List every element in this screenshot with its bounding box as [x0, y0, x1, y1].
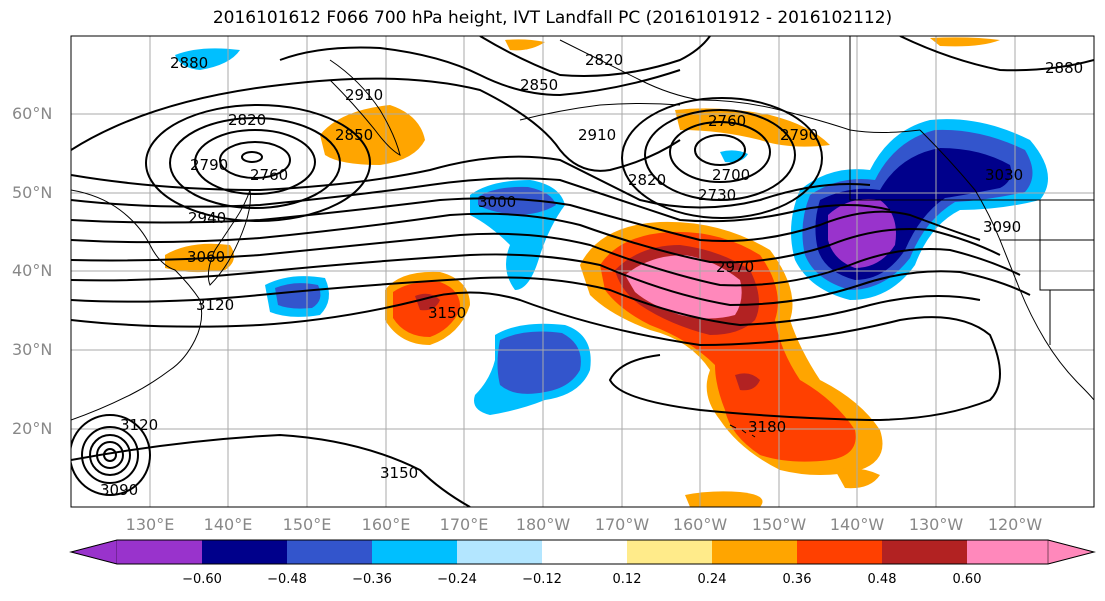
map-title: 2016101612 F066 700 hPa height, IVT Land…	[212, 8, 893, 28]
lon-label: 140°W	[829, 515, 885, 534]
colorbar-tick-label: −0.48	[267, 572, 307, 587]
lon-label: 170°E	[439, 515, 489, 534]
us-state-borders	[1000, 200, 1094, 345]
lat-label: 40°N	[12, 261, 53, 280]
ivt-positive-region	[930, 37, 1000, 47]
colorbar-tick-label: −0.36	[352, 572, 392, 587]
ivt-positive-region	[415, 293, 440, 311]
contour-label: 2820	[585, 51, 623, 69]
contour-label: 2850	[520, 76, 558, 94]
colorbar	[69, 539, 1096, 565]
ivt-positive-region	[685, 491, 763, 507]
lat-label: 30°N	[12, 340, 53, 359]
colorbar-extend-high	[1047, 539, 1095, 565]
colorbar-tick-label: 0.12	[612, 572, 642, 587]
contour-label: 2760	[250, 166, 288, 184]
kamchatka-coastline	[329, 59, 401, 156]
colorbar-segment	[117, 540, 202, 564]
lon-label: 160°W	[672, 515, 728, 534]
colorbar-segment	[967, 540, 1048, 564]
ivt-negative-region	[497, 331, 581, 394]
contour-label: 3090	[100, 481, 138, 499]
colorbar-segment	[627, 540, 712, 564]
colorbar-segment	[542, 540, 627, 564]
contour-label: 3180	[748, 418, 786, 436]
lon-label: 180°W	[515, 515, 571, 534]
colorbar-tick-label: 0.48	[867, 572, 897, 587]
contour-label-group: 2880 2820 2850 2910 2820 2850 2880 2760 …	[100, 51, 1083, 499]
contour-label: 2730	[698, 186, 736, 204]
colorbar-segment	[202, 540, 287, 564]
lon-label: 130°W	[908, 515, 964, 534]
colorbar-segment	[287, 540, 372, 564]
colorbar-tick-label: −0.24	[437, 572, 477, 587]
colorbar-segment	[712, 540, 797, 564]
lon-label: 130°E	[125, 515, 175, 534]
contour-label: 2790	[780, 126, 818, 144]
contour-label: 3000	[478, 193, 516, 211]
colorbar-extend-low	[70, 539, 118, 565]
lon-label: 160°E	[361, 515, 411, 534]
lon-label: 140°E	[203, 515, 253, 534]
colorbar-segment	[797, 540, 882, 564]
lon-label: 120°W	[987, 515, 1043, 534]
contour-label: 3060	[187, 248, 225, 266]
contour-label: 2910	[578, 126, 616, 144]
contour-label: 3090	[983, 218, 1021, 236]
colorbar-segment	[882, 540, 967, 564]
us-canada-border	[849, 36, 1094, 201]
contour-label: 2820	[228, 111, 266, 129]
colorbar-tick-label: −0.12	[522, 572, 562, 587]
contour-label: 2700	[712, 166, 750, 184]
ivt-positive-region	[735, 373, 760, 391]
lon-label: 170°W	[594, 515, 650, 534]
colorbar-segment	[457, 540, 542, 564]
colorbar-tick-label: 0.24	[697, 572, 727, 587]
contour-label: 2790	[190, 156, 228, 174]
contour-label: 2910	[345, 86, 383, 104]
contour-label: 2880	[1045, 59, 1083, 77]
colorbar-tick-label: 0.60	[952, 572, 982, 587]
height-contours	[71, 36, 1094, 507]
contour-label: 3120	[196, 296, 234, 314]
contour-label: 2820	[628, 171, 666, 189]
hawaii-islands	[729, 424, 756, 438]
colorbar-tick-label: −0.60	[182, 572, 222, 587]
contour-label: 2880	[170, 54, 208, 72]
lat-label: 60°N	[12, 104, 53, 123]
lat-label: 50°N	[12, 183, 53, 202]
colorbar-tick-label: 0.36	[782, 572, 812, 587]
contour-label: 2970	[716, 258, 754, 276]
lat-label: 20°N	[12, 419, 53, 438]
ivt-negative-region	[175, 48, 240, 70]
contour-label: 3150	[380, 464, 418, 482]
map-frame	[70, 35, 1095, 508]
colorbar-outline	[69, 539, 1096, 565]
contour-label: 3120	[120, 416, 158, 434]
contour-label: 3150	[428, 304, 466, 322]
aleutian-islands	[519, 103, 681, 121]
ivt-positive-region	[675, 108, 830, 147]
ivt-negative-region	[275, 283, 321, 309]
colorbar-segment	[372, 540, 457, 564]
contour-label: 3030	[985, 166, 1023, 184]
lon-label: 150°W	[751, 515, 807, 534]
contour-label: 2850	[335, 126, 373, 144]
ivt-positive-region	[505, 39, 545, 51]
lon-label: 150°E	[282, 515, 332, 534]
contour-label: 2940	[188, 209, 226, 227]
ivt-negative-region	[478, 186, 556, 215]
contour-label: 2760	[708, 112, 746, 130]
